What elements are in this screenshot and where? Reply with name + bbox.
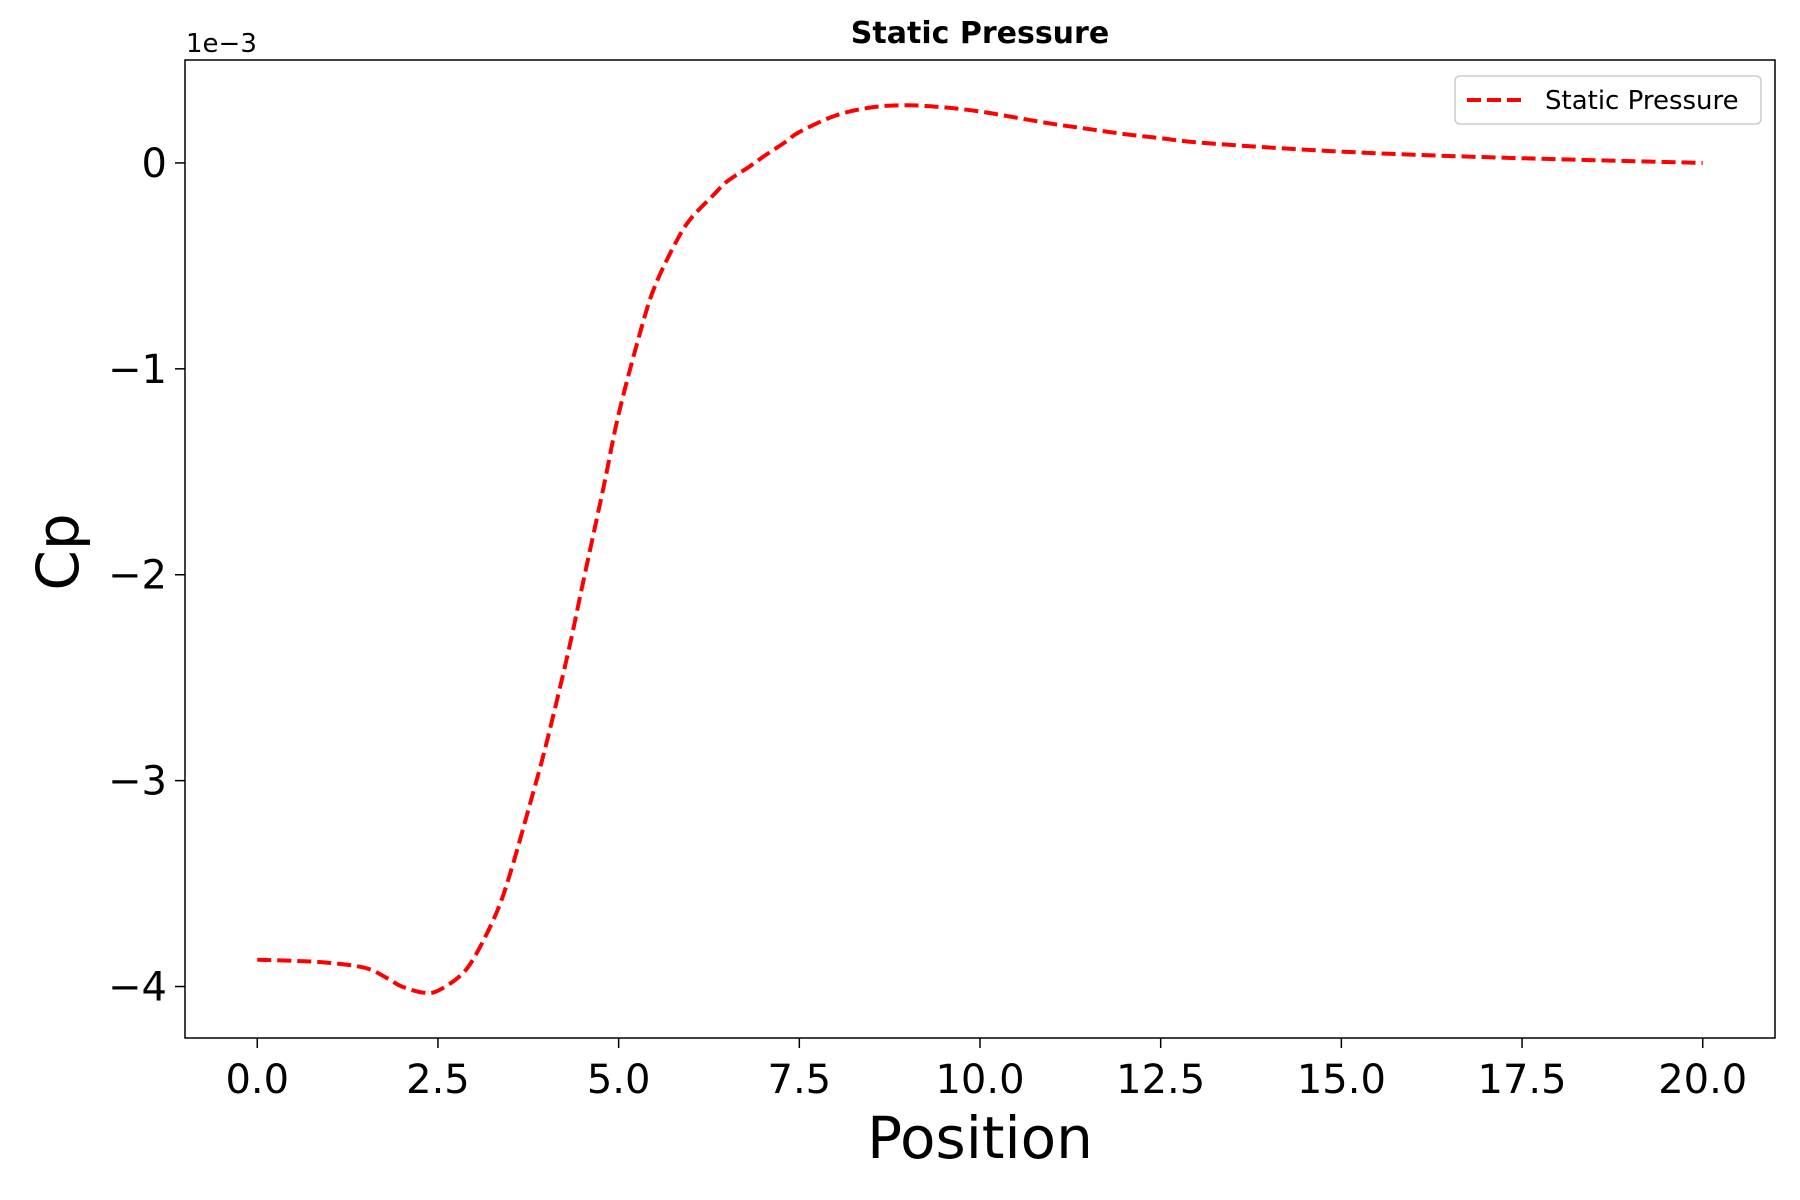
y-tick-label: −1 (108, 347, 167, 393)
x-axis-label: Position (867, 1104, 1093, 1172)
plot-frame (184, 59, 1776, 1039)
legend-frame (1454, 75, 1762, 125)
series-line-static-pressure (257, 103, 1703, 996)
y-tick-label: 0 (142, 141, 167, 187)
x-tick-label: 12.5 (1116, 1057, 1205, 1103)
y-offset-label: 1e−3 (186, 29, 257, 59)
y-axis-label: Cp (24, 513, 92, 590)
plot-area: 0.0 2.5 5.0 7.5 10.0 12.5 15.0 17.5 20.0 −4−3−2−… (108, 59, 1776, 1103)
y-tick-label: −4 (108, 965, 167, 1011)
x-tick-label: 0.0 (225, 1057, 289, 1103)
x-tick-label: 10.0 (935, 1057, 1024, 1103)
x-tick-label: 5.0 (587, 1057, 651, 1103)
series-group (257, 103, 1703, 996)
legend-entry-static-pressure: Static Pressure (1545, 86, 1739, 116)
x-axis-ticks: 0.0 2.5 5.0 7.5 10.0 12.5 15.0 17.5 20.0 (225, 1038, 1747, 1103)
x-tick-label: 2.5 (406, 1057, 470, 1103)
legend: Static Pressure (1454, 75, 1762, 125)
y-tick-label: −3 (108, 759, 167, 805)
x-tick-label: 17.5 (1478, 1057, 1567, 1103)
y-axis-ticks: −4 −3 −2 −1 0 (108, 141, 185, 1011)
y-tick-label: −2 (108, 553, 167, 599)
x-tick-label: 7.5 (768, 1057, 832, 1103)
x-tick-label: 15.0 (1297, 1057, 1386, 1103)
x-tick-label: 20.0 (1658, 1057, 1747, 1103)
chart-title: Static Pressure (851, 16, 1109, 51)
